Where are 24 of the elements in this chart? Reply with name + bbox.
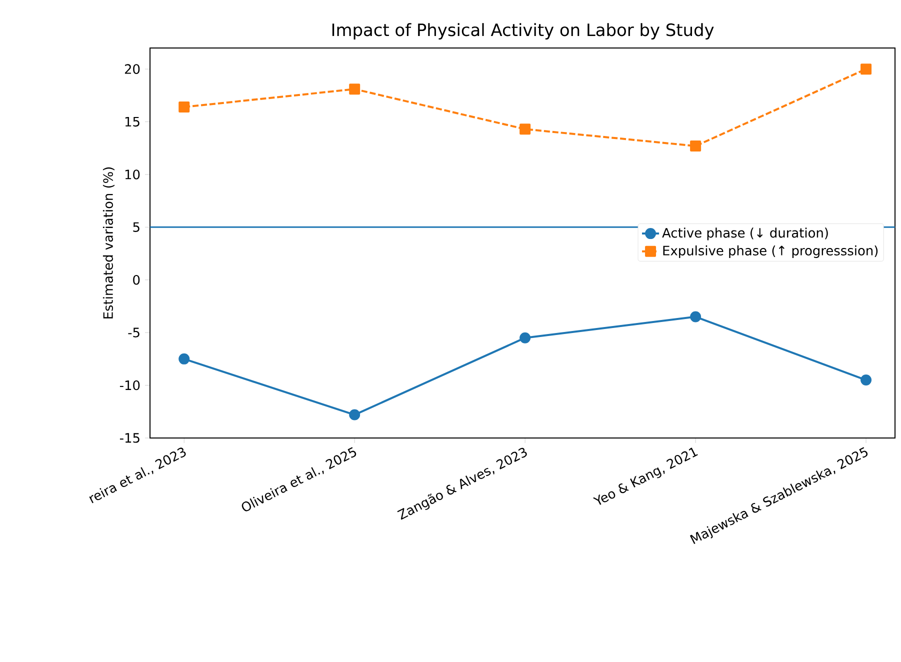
x-tick-label: Yeo & Kang, 2021 [592, 448, 698, 505]
point [520, 124, 531, 135]
y-tick-label: 5 [133, 222, 140, 232]
point [690, 140, 702, 152]
point [349, 409, 360, 420]
point [690, 311, 702, 322]
legend-label: Active phase (↓ duration) [662, 228, 828, 240]
point [520, 332, 531, 344]
point [349, 84, 360, 95]
chart-title: Impact of Physical Activity on Labor by Study [332, 23, 714, 40]
y-tick-label: 10 [125, 170, 140, 180]
point [860, 374, 872, 386]
point [178, 102, 190, 113]
y-tick-label: 15 [125, 116, 140, 127]
legend-label: Expulsive phase (↑ progresssion) [663, 245, 878, 258]
y-tick-label: -15 [120, 433, 140, 443]
point [860, 64, 872, 75]
x-tick-label: reira et al., 2023 [89, 448, 186, 504]
point [178, 353, 190, 364]
y-tick-label: -5 [128, 328, 140, 338]
y-tick-label: -10 [120, 380, 140, 390]
y-tick-label: 0 [133, 274, 140, 285]
y-tick-label: 20 [124, 64, 140, 74]
y-axis-title: Estimated variation (%) [102, 167, 115, 318]
